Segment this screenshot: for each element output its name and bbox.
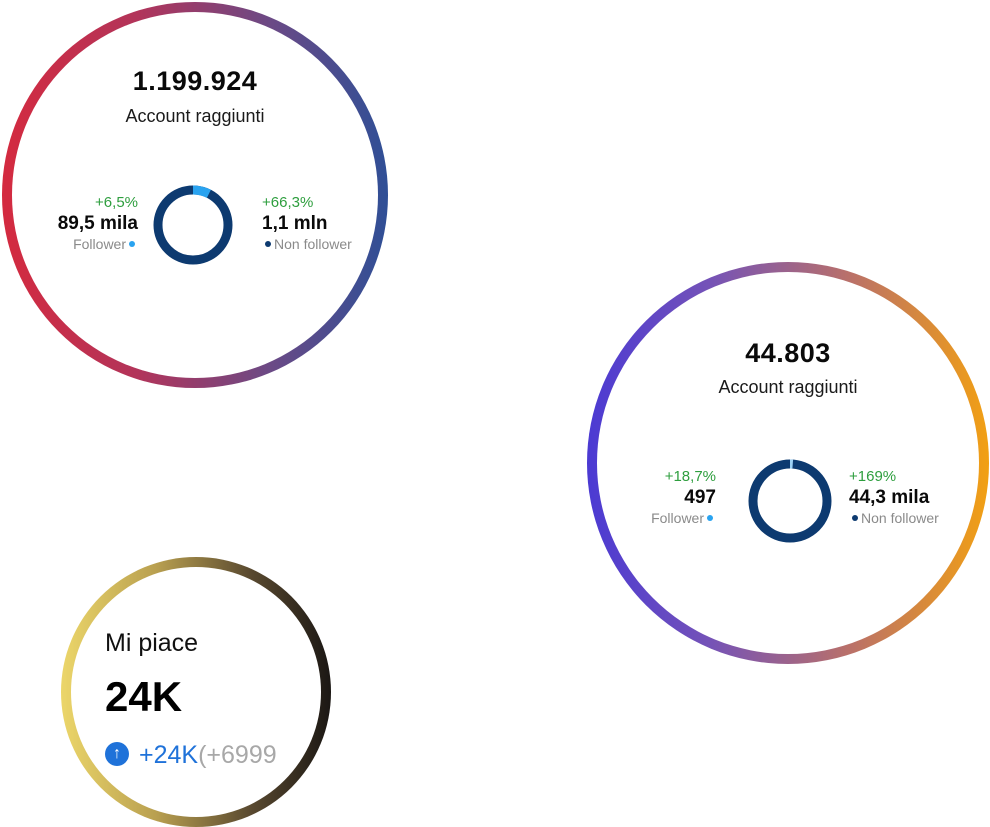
followers-value: 497 — [684, 487, 716, 508]
followers-stat: +18,7% 497 Follower — [651, 469, 716, 525]
arrow-up-circle-icon: ↑ — [105, 742, 129, 767]
non-followers-legend: Non follower — [262, 237, 352, 251]
followers-legend: Follower — [651, 511, 716, 525]
non-followers-label: Non follower — [274, 236, 352, 252]
reach-card-1: 1.199.924 Account raggiunti +6,5% 89,5 m… — [12, 12, 378, 378]
follower-arc — [153, 185, 233, 265]
non-followers-stat: +169% 44,3 mila Non follower — [849, 469, 939, 525]
reach-card-2-ring: 44.803 Account raggiunti +18,7% 497 Foll… — [587, 262, 989, 664]
reach-label: Account raggiunti — [718, 377, 858, 397]
reach-card-2: 44.803 Account raggiunti +18,7% 497 Foll… — [597, 272, 979, 654]
follower-arc — [748, 459, 832, 543]
followers-change: +18,7% — [664, 468, 716, 485]
reach-total: 44.803 — [745, 338, 831, 368]
likes-value: 24K — [105, 673, 183, 720]
reach-donut-2 — [748, 459, 832, 543]
reach-donut-1 — [153, 185, 233, 265]
follower-dot-icon — [707, 515, 713, 522]
likes-delta-row: ↑ +24K(+6999 — [105, 741, 277, 770]
reach-label: Account raggiunti — [125, 106, 265, 126]
likes-card-ring: Mi piace 24K ↑ +24K(+6999 — [61, 557, 331, 827]
likes-delta-detail: (+6999 — [198, 741, 277, 769]
likes-delta: +24K — [139, 741, 199, 769]
non-followers-legend: Non follower — [849, 511, 939, 525]
non-followers-value: 1,1 mln — [262, 213, 328, 234]
follower-dot-icon — [129, 241, 135, 248]
followers-label: Follower — [73, 236, 126, 252]
reach-total: 1.199.924 — [132, 66, 258, 96]
non-follower-arc — [153, 185, 233, 265]
non-follower-arc — [748, 459, 832, 543]
followers-change: +6,5% — [95, 194, 138, 211]
followers-legend: Follower — [58, 237, 138, 251]
followers-stat: +6,5% 89,5 mila Follower — [58, 195, 138, 251]
non-followers-stat: +66,3% 1,1 mln Non follower — [262, 195, 352, 251]
non-follower-dot-icon — [852, 515, 858, 522]
non-followers-label: Non follower — [861, 510, 939, 526]
followers-value: 89,5 mila — [57, 213, 138, 234]
non-follower-dot-icon — [265, 241, 271, 248]
likes-title: Mi piace — [105, 629, 199, 657]
likes-card: Mi piace 24K ↑ +24K(+6999 — [71, 567, 321, 817]
followers-label: Follower — [651, 510, 704, 526]
reach-card-1-ring: 1.199.924 Account raggiunti +6,5% 89,5 m… — [2, 2, 388, 388]
non-followers-change: +169% — [849, 468, 897, 485]
non-followers-change: +66,3% — [262, 194, 314, 211]
non-followers-value: 44,3 mila — [849, 487, 930, 508]
